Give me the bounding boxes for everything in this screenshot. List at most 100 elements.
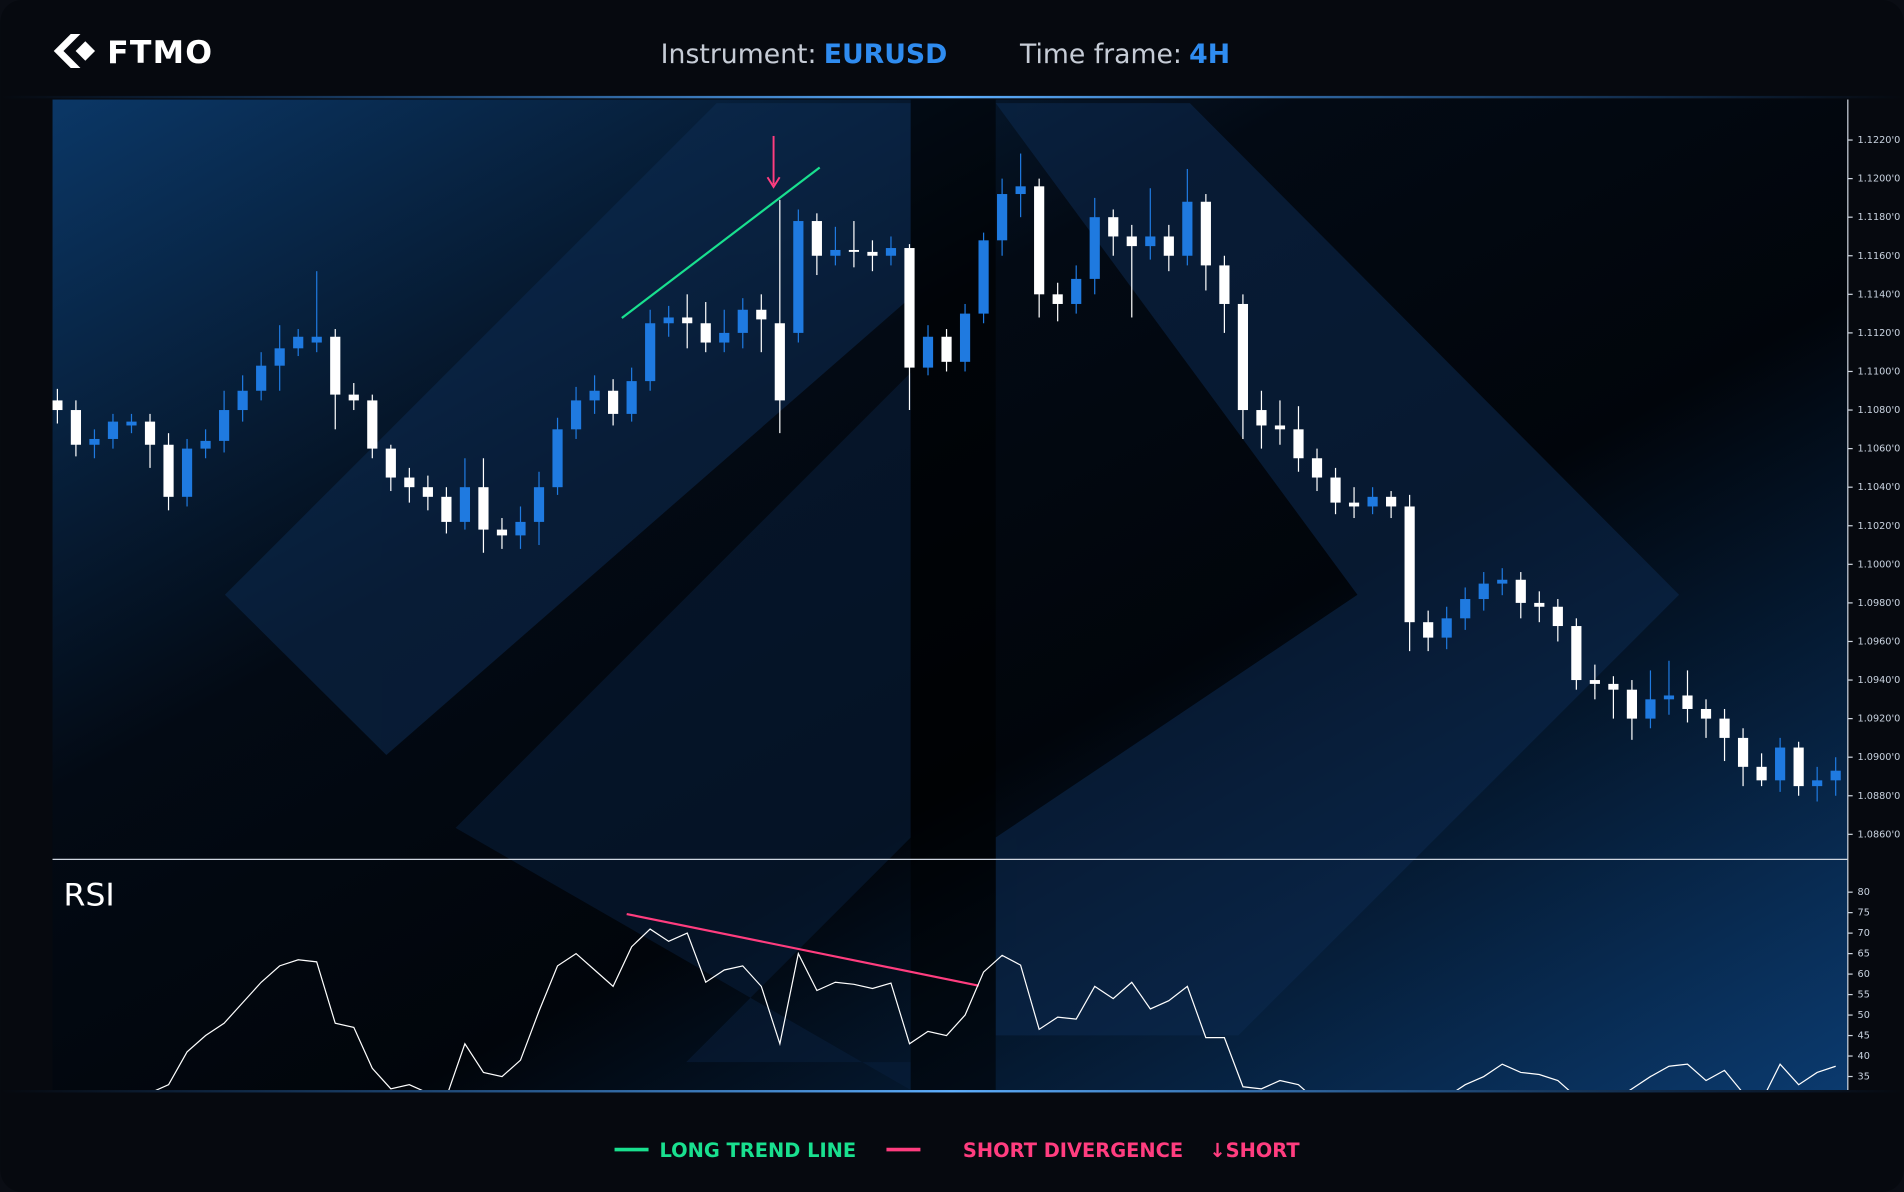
- y-tick-label: 1.1140'0: [1858, 289, 1901, 300]
- candle-body: [1311, 458, 1323, 478]
- candle-body: [1219, 265, 1230, 304]
- candle-body: [496, 529, 508, 536]
- candle-body: [922, 336, 934, 368]
- candle-body: [682, 317, 693, 324]
- logo-text: FTMO: [107, 35, 213, 71]
- candle-body: [1404, 506, 1415, 623]
- timeframe: Time frame: 4H: [1019, 39, 1230, 70]
- candle-body: [1589, 680, 1600, 684]
- candle-body: [719, 332, 730, 343]
- y-tick-label: 1.0960'0: [1858, 636, 1901, 647]
- candle-body: [830, 249, 841, 256]
- candle-body: [330, 336, 341, 395]
- y-tick-label: 1.1020'0: [1858, 521, 1901, 532]
- candle-body: [1626, 689, 1638, 719]
- candle-body: [89, 438, 100, 445]
- candle-body: [904, 248, 915, 368]
- candle-body: [1700, 708, 1712, 719]
- candle-body: [663, 317, 674, 324]
- candle-body: [1534, 602, 1545, 607]
- candle-body: [793, 221, 804, 333]
- instrument-value: EURUSD: [824, 39, 947, 70]
- candle-body: [1719, 718, 1730, 738]
- y-tick-label: 50: [1858, 1010, 1870, 1021]
- candle-body: [1515, 579, 1526, 603]
- candle-body: [1071, 278, 1082, 304]
- y-tick-label: 1.0980'0: [1858, 598, 1901, 609]
- candle-body: [997, 194, 1008, 241]
- y-tick-label: 1.1120'0: [1858, 328, 1901, 339]
- candle-body: [1367, 496, 1378, 507]
- candle-body: [570, 400, 582, 430]
- candle-body: [1108, 217, 1119, 237]
- candle-body: [441, 496, 452, 522]
- candle-body: [959, 313, 971, 362]
- candle-body: [1460, 599, 1471, 619]
- candle-body: [867, 251, 878, 256]
- candle-body: [1775, 747, 1786, 781]
- candle-body: [1645, 699, 1656, 719]
- candle-body: [1737, 737, 1749, 767]
- candle-body: [52, 400, 63, 411]
- logo-icon: [53, 33, 81, 68]
- candle-body: [367, 400, 378, 449]
- candle-body: [1571, 626, 1582, 681]
- y-tick-label: 1.1080'0: [1858, 405, 1901, 416]
- candle-body: [1256, 410, 1267, 426]
- candle-body: [459, 487, 471, 522]
- candle-body: [774, 323, 785, 401]
- y-tick-label: 80: [1858, 887, 1870, 898]
- y-tick-label: 1.1200'0: [1858, 174, 1901, 185]
- candle-body: [348, 394, 359, 401]
- candle-body: [515, 521, 526, 536]
- candle-body: [385, 448, 396, 478]
- y-tick-label: 55: [1858, 990, 1870, 1001]
- candle-body: [404, 477, 415, 488]
- y-tick-label: 65: [1858, 949, 1870, 960]
- y-tick-label: 1.1220'0: [1858, 135, 1901, 146]
- candle-body: [1163, 236, 1174, 256]
- candle-body: [608, 390, 619, 414]
- candle-body: [1386, 496, 1397, 507]
- candle-body: [1608, 683, 1619, 690]
- candle-body: [1663, 695, 1675, 700]
- candle-body: [1034, 186, 1045, 295]
- candle-body: [737, 309, 748, 333]
- instrument-label: Instrument:: [661, 39, 817, 70]
- instrument: Instrument: EURUSD: [661, 39, 948, 70]
- candle-body: [1793, 747, 1804, 787]
- candle-body: [1441, 618, 1452, 638]
- candle-body: [181, 448, 193, 497]
- candle-body: [589, 390, 600, 401]
- y-tick-label: 75: [1858, 908, 1870, 919]
- candle-body: [1182, 201, 1193, 256]
- y-tick-label: 70: [1858, 928, 1870, 939]
- candle-body: [1830, 770, 1841, 781]
- legend: LONG TREND LINE SHORT DIVERGENCE ↓SHORT: [614, 1139, 1300, 1162]
- y-tick-label: 1.1000'0: [1858, 559, 1901, 570]
- rsi-line: [155, 928, 1836, 1091]
- y-tick-label: 1.1060'0: [1858, 444, 1901, 455]
- candle-body: [144, 421, 156, 445]
- candle-body: [1348, 502, 1360, 507]
- candle-body: [941, 336, 952, 362]
- candle-body: [256, 365, 267, 391]
- y-tick-label: 1.1100'0: [1858, 366, 1901, 377]
- candle-body: [1052, 294, 1063, 304]
- candle-body: [1812, 780, 1823, 787]
- candle-body: [478, 487, 489, 530]
- candle-body: [200, 440, 211, 449]
- divider: [0, 1090, 1904, 1093]
- candle-body: [811, 221, 822, 256]
- timeframe-value: 4H: [1189, 39, 1230, 70]
- candle-body: [1274, 425, 1286, 430]
- candle-body: [126, 421, 137, 426]
- rsi-title: RSI: [63, 878, 114, 914]
- y-tick-label: 1.0880'0: [1858, 791, 1901, 802]
- trend-line: [621, 166, 821, 319]
- y-tick-label: 35: [1858, 1072, 1870, 1083]
- candle-body: [293, 336, 304, 349]
- y-tick-label: 1.1180'0: [1858, 212, 1901, 223]
- y-tick-label: 1.0860'0: [1858, 829, 1901, 840]
